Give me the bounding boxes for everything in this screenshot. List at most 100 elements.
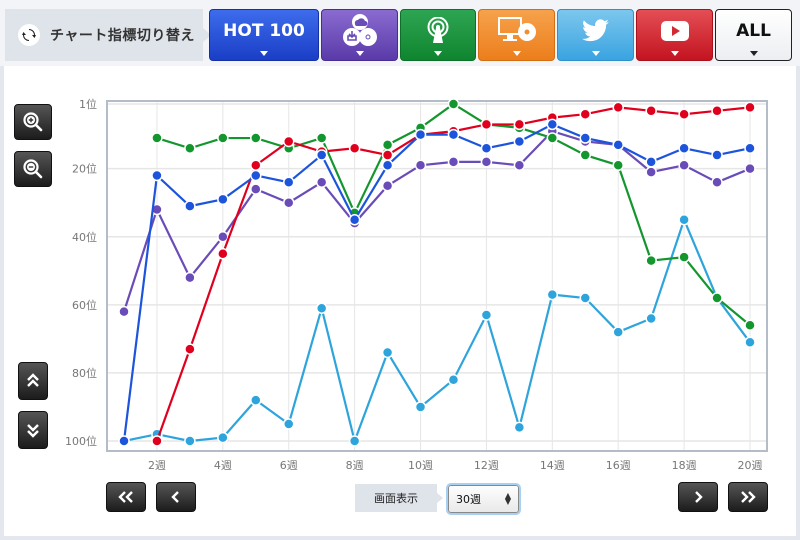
data-point[interactable] <box>315 149 328 161</box>
tab-radio[interactable] <box>400 9 476 61</box>
data-point[interactable] <box>381 159 394 172</box>
data-point[interactable] <box>447 128 460 141</box>
data-point[interactable] <box>250 159 262 172</box>
tab-twitter[interactable] <box>557 9 634 61</box>
last-page-button[interactable] <box>728 482 768 512</box>
data-point[interactable] <box>744 142 756 155</box>
next-page-button[interactable] <box>678 482 718 512</box>
data-point[interactable] <box>678 108 690 120</box>
data-point[interactable] <box>546 118 559 131</box>
data-point[interactable] <box>315 302 328 314</box>
data-point[interactable] <box>678 159 690 172</box>
data-point[interactable] <box>381 179 394 192</box>
data-point[interactable] <box>612 139 624 151</box>
data-point[interactable] <box>217 193 229 206</box>
zoom-in-button[interactable] <box>14 104 52 140</box>
data-point[interactable] <box>217 431 229 444</box>
tab-sales[interactable] <box>321 9 398 61</box>
data-point[interactable] <box>579 292 592 304</box>
data-point[interactable] <box>315 176 328 189</box>
data-point[interactable] <box>447 98 460 110</box>
cloud-download-cd-icon <box>342 14 377 46</box>
data-point[interactable] <box>744 319 756 332</box>
data-point[interactable] <box>250 169 262 182</box>
data-point[interactable] <box>184 343 196 355</box>
zoom-out-button[interactable] <box>14 151 52 187</box>
data-point[interactable] <box>250 394 262 406</box>
data-point[interactable] <box>711 292 723 304</box>
data-point[interactable] <box>546 288 559 301</box>
data-point[interactable] <box>184 200 196 212</box>
display-range-select[interactable]: 30週 ▲ ▼ <box>446 483 521 515</box>
data-point[interactable] <box>447 156 460 168</box>
data-point[interactable] <box>217 231 229 243</box>
data-point[interactable] <box>744 101 756 114</box>
data-point[interactable] <box>217 248 229 260</box>
data-point[interactable] <box>579 149 592 161</box>
data-point[interactable] <box>414 159 427 172</box>
data-point[interactable] <box>645 156 657 168</box>
data-point[interactable] <box>151 132 163 144</box>
data-point[interactable] <box>250 132 262 144</box>
data-point[interactable] <box>579 108 592 120</box>
data-point[interactable] <box>348 142 361 155</box>
data-point[interactable] <box>151 169 163 182</box>
data-point[interactable] <box>118 305 130 318</box>
data-point[interactable] <box>184 142 196 155</box>
data-point[interactable] <box>546 132 559 144</box>
data-point[interactable] <box>118 435 130 447</box>
data-point[interactable] <box>645 166 657 178</box>
data-point[interactable] <box>282 196 295 209</box>
data-point[interactable] <box>711 149 723 161</box>
data-point[interactable] <box>612 159 624 172</box>
data-point[interactable] <box>579 132 592 144</box>
data-point[interactable] <box>217 132 229 144</box>
data-point[interactable] <box>184 435 196 447</box>
data-point[interactable] <box>184 271 196 284</box>
prev-page-button[interactable] <box>156 482 196 512</box>
data-point[interactable] <box>315 132 328 144</box>
data-point[interactable] <box>678 251 690 263</box>
tab-youtube[interactable] <box>636 9 713 61</box>
data-point[interactable] <box>744 336 756 349</box>
data-point[interactable] <box>282 176 295 189</box>
data-point[interactable] <box>645 312 657 325</box>
scroll-down-button[interactable] <box>18 411 48 449</box>
data-point[interactable] <box>348 213 361 226</box>
data-point[interactable] <box>744 162 756 175</box>
data-point[interactable] <box>645 254 657 267</box>
data-point[interactable] <box>348 435 361 447</box>
tab-hot100[interactable]: HOT 100 <box>209 9 319 61</box>
data-point[interactable] <box>645 105 657 117</box>
data-point[interactable] <box>414 401 427 413</box>
data-point[interactable] <box>480 118 493 131</box>
data-point[interactable] <box>480 156 493 168</box>
data-point[interactable] <box>447 373 460 386</box>
data-point[interactable] <box>480 142 493 155</box>
tab-all[interactable]: ALL <box>715 9 792 61</box>
first-page-button[interactable] <box>106 482 146 512</box>
data-point[interactable] <box>678 142 690 155</box>
data-point[interactable] <box>381 346 394 359</box>
data-point[interactable] <box>711 176 723 189</box>
data-point[interactable] <box>282 135 295 148</box>
data-point[interactable] <box>381 149 394 161</box>
data-point[interactable] <box>612 101 624 114</box>
data-point[interactable] <box>480 309 493 321</box>
data-point[interactable] <box>711 105 723 117</box>
scroll-up-button[interactable] <box>18 362 48 400</box>
data-point[interactable] <box>513 118 526 131</box>
data-point[interactable] <box>612 326 624 338</box>
data-point[interactable] <box>678 213 690 226</box>
y-tick-label: 100位 <box>65 434 97 448</box>
data-point[interactable] <box>250 183 262 195</box>
data-point[interactable] <box>414 128 427 141</box>
data-point[interactable] <box>381 139 394 151</box>
data-point[interactable] <box>282 418 295 430</box>
data-point[interactable] <box>151 435 163 447</box>
data-point[interactable] <box>513 159 526 172</box>
data-point[interactable] <box>513 135 526 148</box>
tab-pc[interactable] <box>478 9 555 61</box>
data-point[interactable] <box>513 421 526 434</box>
chart-metric-switch-bar: チャート指標切り替え HOT 100 <box>0 0 800 66</box>
